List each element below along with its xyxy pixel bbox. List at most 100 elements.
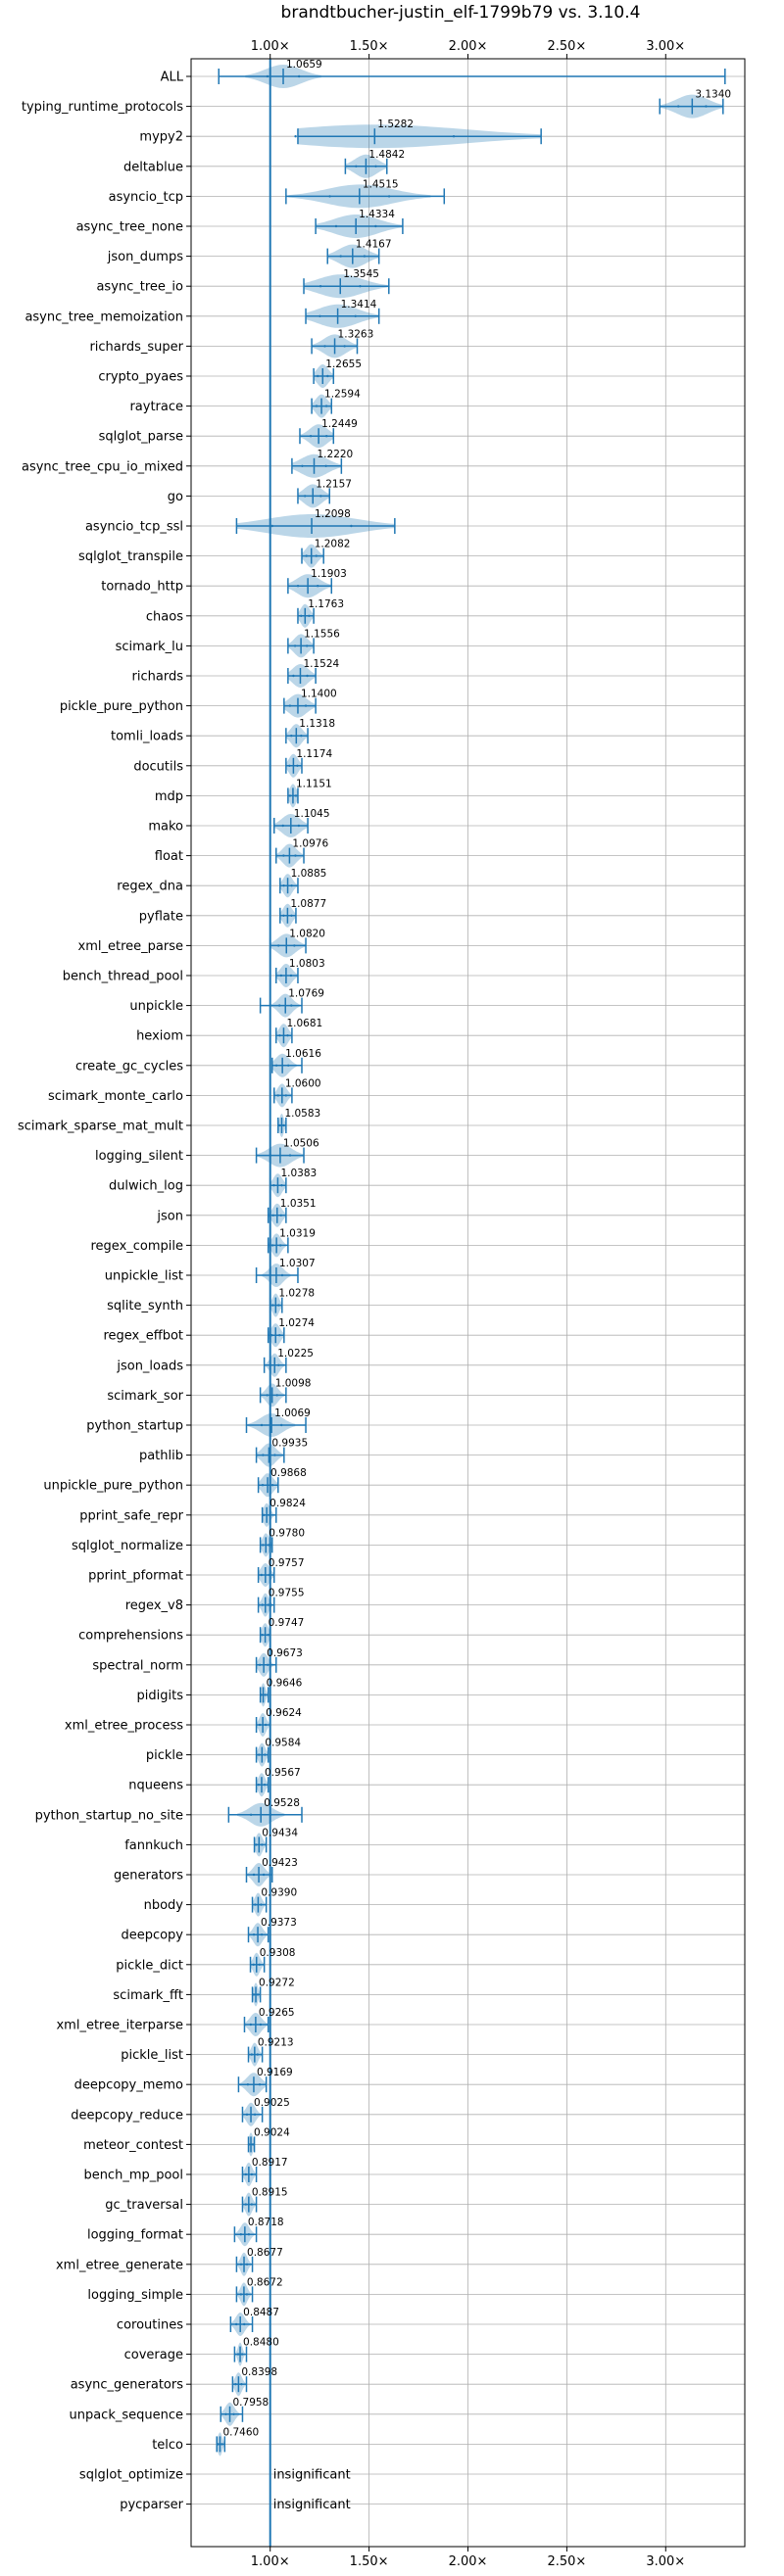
value-label: 1.1556 <box>304 628 340 640</box>
value-label: 1.0307 <box>279 1258 316 1269</box>
quartile-dot <box>262 1513 266 1517</box>
category-label: xml_etree_process <box>65 1719 183 1734</box>
quartile-dot <box>273 1454 276 1456</box>
quartile-dot <box>234 2322 238 2326</box>
category-label: float <box>155 849 183 864</box>
category-label: docutils <box>133 759 183 774</box>
quartile-dot <box>260 1573 263 1577</box>
quartile-dot <box>294 854 297 857</box>
quartile-dot <box>263 1784 267 1787</box>
quartile-dot <box>256 2053 260 2056</box>
category-label: regex_effbot <box>103 1329 183 1344</box>
category-label: crypto_pyaes <box>98 370 183 385</box>
quartile-dot <box>239 2233 243 2236</box>
quartile-dot <box>280 1184 283 1187</box>
quartile-dot <box>308 614 311 617</box>
value-label: 1.0278 <box>278 1288 315 1300</box>
category-label: raytrace <box>129 400 183 414</box>
category-label: logging_format <box>87 2228 183 2243</box>
quartile-dot <box>309 435 313 438</box>
quartile-dot <box>339 255 342 258</box>
quartile-dot <box>271 1214 274 1217</box>
category-label: sqlglot_normalize <box>72 1539 183 1553</box>
category-label: unpickle_pure_python <box>43 1479 183 1494</box>
quartile-dot <box>289 974 293 978</box>
category-label: pickle_list <box>121 2048 183 2063</box>
quartile-dot <box>343 345 346 348</box>
category-label: chaos <box>146 609 183 624</box>
quartile-dot <box>328 195 331 198</box>
quartile-dot <box>258 1723 262 1727</box>
value-label: 1.0616 <box>285 1048 321 1060</box>
category-label: tomli_loads <box>111 730 183 744</box>
quartile-dot <box>363 255 367 258</box>
category-label: pprint_pformat <box>88 1569 183 1584</box>
quartile-dot <box>258 2083 262 2086</box>
chart-title: brandtbucher-justin_elf-1799b79 vs. 3.10… <box>281 3 641 23</box>
quartile-dot <box>240 2353 244 2356</box>
category-label: tornado_http <box>101 580 183 595</box>
violin-layer <box>216 59 726 2547</box>
value-label: 1.2449 <box>321 418 358 430</box>
category-label: deepcopy_reduce <box>71 2108 183 2123</box>
quartile-dot <box>290 735 293 738</box>
value-label: 1.4515 <box>363 178 399 190</box>
value-label: 1.1151 <box>296 778 332 789</box>
category-label: coroutines <box>117 2318 183 2333</box>
x-tick-label-top: 2.50× <box>547 39 586 54</box>
value-label: 0.8480 <box>243 2337 279 2349</box>
x-tick-label-bottom: 2.50× <box>547 2554 586 2569</box>
quartile-dot <box>705 105 708 108</box>
quartile-dot <box>318 314 321 317</box>
quartile-dot <box>297 824 301 828</box>
value-label: 1.0351 <box>280 1198 317 1210</box>
category-label: json_dumps <box>107 250 183 264</box>
value-label: 1.1763 <box>308 598 344 610</box>
category-label: regex_compile <box>90 1239 183 1254</box>
category-label: sqlglot_transpile <box>78 549 183 564</box>
quartile-dot <box>278 1244 282 1247</box>
quartile-dot <box>261 1843 264 1846</box>
quartile-dot <box>232 2412 235 2415</box>
quartile-dot <box>293 944 296 947</box>
quartile-dot <box>275 1394 278 1397</box>
quartile-dot <box>282 1123 285 1127</box>
category-label: async_tree_cpu_io_mixed <box>22 459 183 474</box>
quartile-dot <box>266 74 270 78</box>
category-label: pprint_safe_repr <box>79 1508 183 1523</box>
quartile-dot <box>294 135 297 138</box>
value-label: 0.9780 <box>269 1527 305 1539</box>
category-label: deltablue <box>123 160 183 174</box>
quartile-dot <box>290 1004 293 1007</box>
quartile-dot <box>304 704 308 707</box>
quartile-dot <box>288 764 291 767</box>
quartile-dot <box>254 1903 257 1906</box>
quartile-dot <box>284 1094 288 1097</box>
value-label: 0.9265 <box>259 2007 295 2019</box>
category-label: typing_runtime_protocols <box>22 100 183 115</box>
quartile-dot <box>252 1963 255 1967</box>
quartile-dot <box>247 2143 251 2146</box>
quartile-dot <box>266 1394 269 1397</box>
category-label: async_generators <box>71 2378 184 2393</box>
value-label: 0.7958 <box>233 2397 270 2409</box>
category-label: deepcopy_memo <box>74 2078 183 2093</box>
value-label: 0.9528 <box>264 1797 300 1809</box>
category-label: sqlglot_parse <box>99 430 183 445</box>
category-label: coverage <box>124 2348 183 2362</box>
quartile-dot <box>277 1004 281 1007</box>
quartile-dot <box>292 674 295 678</box>
quartile-dot <box>278 1034 281 1037</box>
quartile-dot <box>323 345 326 348</box>
x-tick-label-bottom: 3.00× <box>646 2554 685 2569</box>
quartile-dot <box>250 2203 254 2206</box>
value-label: 0.9868 <box>270 1467 307 1479</box>
category-label: sqlglot_optimize <box>79 2468 183 2483</box>
plot-frame <box>190 58 746 2548</box>
category-label: regex_v8 <box>125 1598 183 1613</box>
quartile-dot <box>270 1484 274 1487</box>
category-label: regex_dna <box>117 880 183 894</box>
category-label: bench_thread_pool <box>63 970 183 984</box>
quartile-dot <box>280 1273 284 1277</box>
